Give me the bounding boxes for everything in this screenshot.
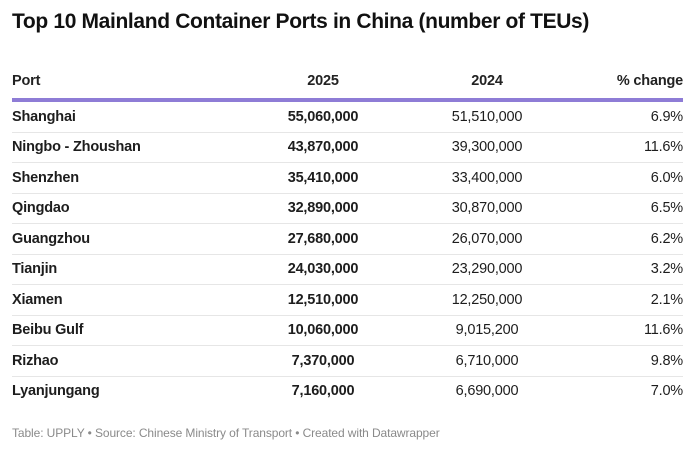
- table-row: Guangzhou 27,680,000 26,070,000 6.2%: [12, 223, 683, 255]
- port-cell: Tianjin: [12, 254, 252, 285]
- change-cell: 3.2%: [580, 254, 683, 285]
- value-2025-cell: 7,370,000: [252, 345, 394, 377]
- value-2024-cell: 9,015,200: [394, 315, 580, 346]
- table-row: Shenzhen 35,410,000 33,400,000 6.0%: [12, 162, 683, 194]
- value-2025-cell: 12,510,000: [252, 284, 394, 316]
- table-row: Beibu Gulf 10,060,000 9,015,200 11.6%: [12, 315, 683, 346]
- value-2025-cell: 55,060,000: [252, 100, 394, 133]
- change-cell: 7.0%: [650, 383, 683, 400]
- value-2024-cell: 6,710,000: [394, 345, 580, 377]
- change-cell: 6.5%: [580, 193, 683, 224]
- port-cell: Shenzhen: [12, 162, 252, 194]
- value-2025-cell: 10,060,000: [252, 315, 394, 346]
- value-2025-cell: 7,160,000: [291, 383, 355, 400]
- port-cell: Xiamen: [12, 284, 252, 316]
- column-header-port[interactable]: Port: [12, 73, 41, 89]
- table-row: Shanghai 55,060,000 51,510,000 6.9%: [12, 100, 683, 133]
- value-2024-cell: 30,870,000: [394, 193, 580, 224]
- port-cell: Beibu Gulf: [12, 315, 252, 346]
- value-2024-cell: 33,400,000: [394, 162, 580, 194]
- value-2024-cell: 51,510,000: [394, 100, 580, 133]
- change-cell: 6.0%: [580, 162, 683, 194]
- ports-table: Port 2025 2024 % change Shanghai 55,060,0…: [12, 64, 683, 406]
- value-2025-cell: 27,680,000: [252, 223, 394, 255]
- value-2024-cell: 23,290,000: [394, 254, 580, 285]
- port-cell: Ningbo - Zhoushan: [12, 132, 252, 163]
- table-row: Tianjin 24,030,000 23,290,000 3.2%: [12, 254, 683, 285]
- column-header-2024[interactable]: 2024: [471, 73, 503, 89]
- port-cell: Lyanjungang: [12, 383, 100, 400]
- header-row: Port 2025 2024 % change: [12, 64, 683, 100]
- port-cell: Qingdao: [12, 193, 252, 224]
- table-row: Rizhao 7,370,000 6,710,000 9.8%: [12, 345, 683, 377]
- column-header-2025[interactable]: 2025: [307, 73, 339, 89]
- table-title: Top 10 Mainland Container Ports in China…: [12, 10, 590, 33]
- value-2024-cell: 6,690,000: [455, 383, 519, 400]
- value-2024-cell: 39,300,000: [394, 132, 580, 163]
- value-2025-cell: 32,890,000: [252, 193, 394, 224]
- value-2025-cell: 35,410,000: [252, 162, 394, 194]
- change-cell: 9.8%: [580, 345, 683, 377]
- value-2024-cell: 26,070,000: [394, 223, 580, 255]
- change-cell: 2.1%: [580, 284, 683, 316]
- port-cell: Shanghai: [12, 100, 252, 133]
- port-cell: Guangzhou: [12, 223, 252, 255]
- table-row: Qingdao 32,890,000 30,870,000 6.5%: [12, 193, 683, 224]
- table-row: Ningbo - Zhoushan 43,870,000 39,300,000 11.…: [12, 132, 683, 163]
- change-cell: 6.9%: [580, 100, 683, 133]
- port-cell: Rizhao: [12, 345, 252, 377]
- value-2025-cell: 24,030,000: [252, 254, 394, 285]
- value-2025-cell: 43,870,000: [252, 132, 394, 163]
- source-footer: Table: UPPLY • Source: Chinese Ministry …: [12, 426, 440, 440]
- value-2024-cell: 12,250,000: [394, 284, 580, 316]
- table-row: Xiamen 12,510,000 12,250,000 2.1%: [12, 284, 683, 316]
- change-cell: 11.6%: [580, 315, 683, 346]
- column-header-change[interactable]: % change: [616, 73, 683, 89]
- change-cell: 11.6%: [580, 132, 683, 163]
- change-cell: 6.2%: [580, 223, 683, 255]
- table-row: Lyanjungang 7,160,000 6,690,000 7.0%: [12, 376, 683, 406]
